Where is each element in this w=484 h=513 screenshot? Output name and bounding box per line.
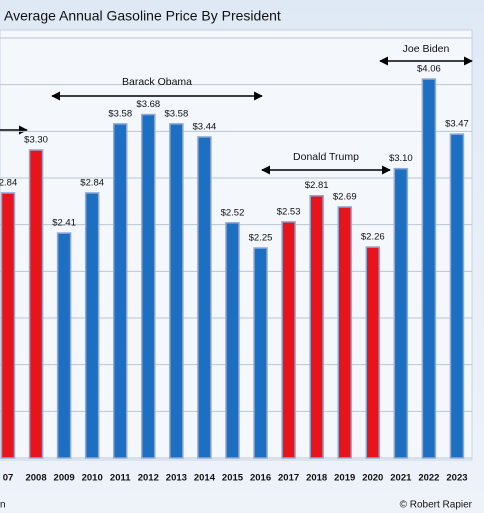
bar [253,247,268,459]
bar [0,192,16,459]
bar [393,167,409,459]
value-label: $2.52 [221,207,245,218]
value-label: $3.58 [164,108,188,119]
x-tick-label: 2016 [250,473,271,484]
value-label: $2.81 [305,180,329,191]
x-tick-label: 2022 [418,473,439,484]
bar [449,133,465,459]
value-label: $3.30 [24,135,48,146]
x-tick-label: 2015 [222,473,244,484]
bar [309,194,324,459]
footnote: n [0,500,6,511]
value-label: $2.41 [52,218,76,229]
x-tick-label: 2013 [166,473,187,484]
annotation: Joe Biden [403,43,450,55]
x-tick-label: 2017 [278,473,299,484]
bar [28,149,44,459]
annotation: Donald Trump [293,151,359,163]
value-label: $2.53 [277,206,301,217]
value-label: $2.84 [80,177,104,188]
source: © Robert Rapier [400,500,473,511]
value-label: 2.84 [0,177,17,188]
value-label: $3.47 [445,119,469,130]
bar [281,221,296,459]
bar [337,206,352,459]
x-tick-label: 07 [3,473,14,484]
annotation: Barack Obama [122,76,192,88]
chart-title: Average Annual Gasoline Price By Preside… [4,8,281,24]
x-tick-label: 2018 [306,473,327,484]
x-tick-label: 2010 [82,473,103,484]
x-tick-label: 2012 [138,473,159,484]
bar [365,246,381,459]
bar [421,78,437,459]
x-tick-label: 2011 [110,473,131,484]
value-label: $2.26 [361,232,385,243]
x-tick-label: 2014 [194,473,216,484]
bar [225,222,240,459]
bar [169,123,184,459]
x-tick-label: 2019 [334,473,355,484]
x-tick-label: 2009 [54,473,75,484]
value-label: $2.69 [333,191,357,202]
x-tick-label: 2023 [446,473,467,484]
bar [56,232,72,459]
x-tick-label: 2008 [25,473,46,484]
bar [197,136,212,459]
bar [141,113,156,459]
value-label: $3.58 [108,108,132,119]
x-tick-label: 2021 [390,473,412,484]
value-label: $3.44 [193,121,217,132]
x-tick-label: 2020 [362,473,383,484]
value-label: $2.25 [249,233,273,244]
value-label: $4.06 [417,64,441,75]
value-label: $3.68 [136,99,160,110]
value-label: $3.10 [389,153,413,164]
bar [84,192,100,459]
bar [112,123,128,459]
